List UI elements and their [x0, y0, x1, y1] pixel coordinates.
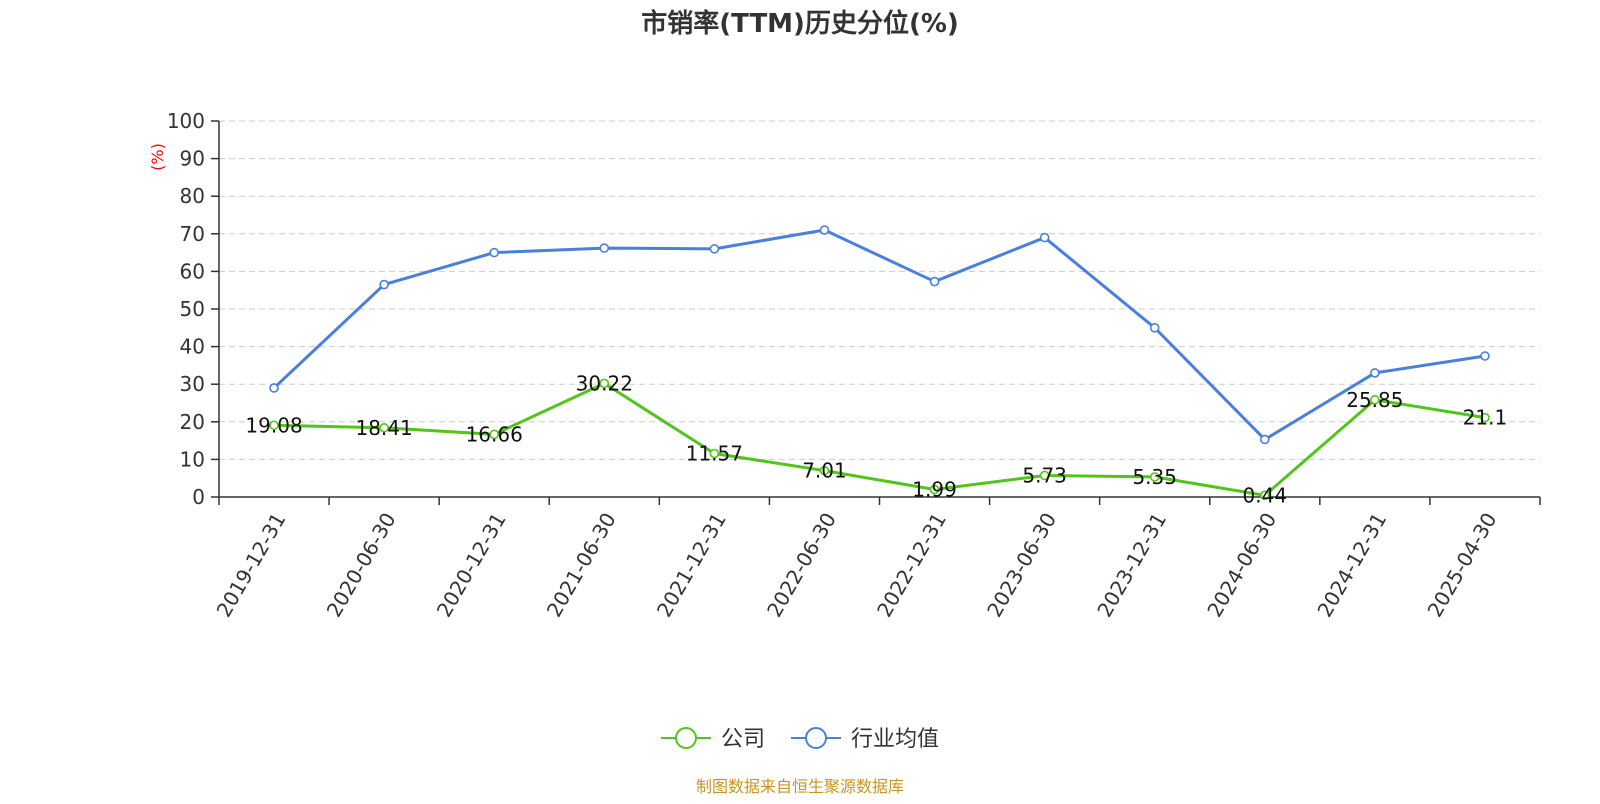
y-tick-label: 50: [180, 297, 205, 321]
y-tick-label: 70: [180, 222, 205, 246]
legend-label: 行业均值: [851, 727, 939, 752]
data-label: 18.41: [355, 416, 412, 440]
y-axis-unit: (%): [148, 143, 167, 171]
data-label: 0.44: [1243, 483, 1288, 507]
series-point-0[interactable]: [599, 378, 610, 389]
y-tick-label: 0: [192, 485, 205, 509]
legend-item-1[interactable]: 行业均值: [791, 727, 939, 752]
series-point-0[interactable]: [379, 422, 389, 433]
series-point-1[interactable]: [269, 383, 279, 393]
x-tick-label: 2024-12-31: [1312, 509, 1391, 622]
data-label: 5.35: [1132, 465, 1177, 489]
axis-layer: 0 10 20 30 40 50 60 70 80 90 100 2019-12-31 2020-06-…: [167, 109, 1541, 622]
series-line-1: [273, 228, 1486, 441]
series-point-1[interactable]: [1370, 368, 1380, 378]
series-point-0[interactable]: [819, 465, 830, 476]
grid-layer: [219, 120, 1540, 460]
data-label: 1.99: [912, 478, 957, 502]
data-label: 19.08: [245, 413, 302, 437]
legend-marker: [675, 727, 697, 749]
y-tick-label: 90: [180, 147, 205, 171]
series-point-0[interactable]: [709, 448, 720, 459]
data-label: 11.57: [686, 441, 743, 465]
series-layer: [269, 225, 1490, 501]
source-note: 制图数据来自恒生聚源数据库: [696, 777, 904, 796]
y-tick-label: 80: [180, 184, 205, 208]
y-tick-label: 10: [180, 447, 205, 471]
series-point-0[interactable]: [1480, 412, 1490, 423]
y-tick-label: 20: [180, 410, 205, 434]
legend-marker: [805, 727, 827, 749]
data-label: 16.66: [466, 422, 523, 446]
x-tick-label: 2023-12-31: [1092, 509, 1171, 622]
x-tick-label: 2021-12-31: [652, 509, 731, 622]
y-tick-label: 30: [180, 372, 205, 396]
x-tick-label: 2020-06-30: [322, 509, 401, 622]
legend[interactable]: 公司 行业均值: [661, 727, 939, 752]
x-tick-label: 2024-06-30: [1202, 509, 1281, 622]
x-tick-label: 2025-04-30: [1423, 509, 1502, 622]
series-point-0[interactable]: [1039, 470, 1050, 481]
series-point-1[interactable]: [709, 244, 720, 254]
series-point-0[interactable]: [1149, 472, 1160, 482]
legend-item-0[interactable]: 公司: [661, 727, 765, 752]
data-label-layer: 19.08 18.41 16.66 30.22 11.57 7.01 1.99 5.73 5.3…: [245, 371, 1507, 507]
series-point-1[interactable]: [1259, 434, 1270, 445]
chart-title: 市销率(TTM)历史分位(%): [641, 8, 959, 39]
x-tick-label: 2023-06-30: [982, 509, 1061, 622]
x-tick-label: 2022-06-30: [762, 509, 841, 622]
x-tick-label: 2020-12-31: [432, 509, 511, 622]
series-point-0[interactable]: [1259, 490, 1270, 501]
series-point-0[interactable]: [1370, 395, 1380, 405]
data-label: 5.73: [1022, 463, 1067, 487]
data-label: 21.1: [1463, 406, 1508, 430]
series-point-1[interactable]: [379, 279, 389, 290]
data-label: 25.85: [1346, 388, 1403, 412]
y-tick-label: 40: [180, 335, 205, 359]
x-tick-label: 2019-12-31: [212, 509, 291, 622]
series-point-1[interactable]: [1039, 232, 1050, 243]
series-point-0[interactable]: [929, 484, 940, 495]
series-point-1[interactable]: [1149, 322, 1160, 333]
series-point-0[interactable]: [269, 420, 279, 431]
data-label: 7.01: [802, 459, 847, 483]
series-point-1[interactable]: [929, 276, 940, 287]
legend-label: 公司: [721, 727, 765, 752]
series-point-1[interactable]: [599, 243, 610, 253]
series-point-0[interactable]: [489, 429, 500, 440]
series-point-1[interactable]: [819, 225, 830, 235]
series-line-0: [274, 381, 1486, 497]
y-tick-label: 100: [167, 109, 205, 133]
series-point-1[interactable]: [1480, 351, 1490, 361]
series-point-1[interactable]: [489, 247, 500, 258]
y-tick-label: 60: [180, 259, 205, 283]
x-tick-label: 2022-12-31: [872, 509, 951, 622]
x-tick-label: 2021-06-30: [542, 509, 621, 622]
data-label: 30.22: [576, 371, 633, 395]
